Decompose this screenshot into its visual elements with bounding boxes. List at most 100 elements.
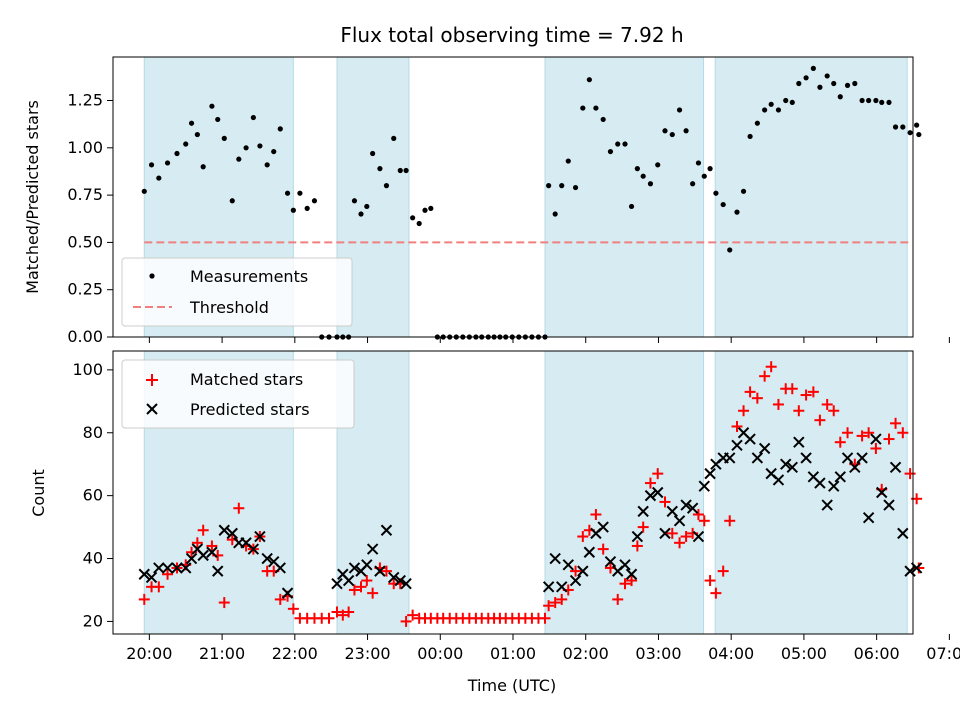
- matched-point: [751, 392, 763, 404]
- measurement-point: [164, 160, 171, 166]
- predicted-point: [185, 552, 198, 565]
- legend-threshold-label: Threshold: [189, 298, 269, 317]
- measurement-point: [916, 131, 922, 138]
- matched-point: [659, 496, 671, 508]
- predicted-point: [342, 574, 355, 587]
- measurement-point: [775, 107, 782, 113]
- measurement-point: [817, 84, 823, 90]
- matched-point: [626, 575, 638, 587]
- matched-point: [274, 593, 286, 605]
- measurement-point: [615, 141, 621, 147]
- matched-point: [863, 427, 875, 439]
- x-tick-label: 03:00: [635, 644, 681, 663]
- measurement-point: [600, 116, 606, 123]
- predicted-point: [849, 461, 861, 474]
- measurement-point: [284, 190, 291, 196]
- matched-point: [162, 568, 174, 580]
- predicted-point: [625, 568, 638, 580]
- matched-stars-points: [138, 361, 925, 627]
- predicted-point: [673, 515, 686, 527]
- matched-point: [348, 584, 360, 596]
- measurement-point: [622, 141, 628, 147]
- predicted-point: [862, 511, 875, 524]
- x-tick-label: 01:00: [490, 644, 536, 663]
- measurement-point: [768, 101, 774, 107]
- predicted-point: [597, 521, 609, 533]
- bottom-y-ticks: 20 40 60 80 100: [72, 360, 113, 630]
- predicted-point: [793, 436, 805, 448]
- measurement-point: [831, 80, 837, 87]
- matched-point: [549, 597, 561, 609]
- top-y-axis-label: Matched/Predicted stars: [23, 100, 42, 294]
- measurement-point: [422, 207, 428, 213]
- measurement-point: [647, 181, 654, 187]
- measurement-point: [886, 99, 892, 106]
- predicted-point: [686, 502, 699, 514]
- predicted-point: [212, 565, 224, 577]
- bottom-y-tick-label: 100: [72, 360, 103, 379]
- matched-point: [692, 509, 704, 521]
- matched-point: [197, 524, 209, 536]
- measurement-point: [662, 128, 668, 134]
- matched-point: [772, 398, 784, 410]
- predicted-point: [883, 499, 895, 511]
- bottom-legend-box: [121, 359, 355, 429]
- matched-point: [698, 515, 710, 527]
- x-tick-label: 00:00: [417, 644, 463, 663]
- x-tick-label: 02:00: [563, 644, 609, 663]
- measurement-point: [914, 122, 920, 128]
- matched-point: [890, 417, 902, 429]
- measurement-point: [297, 190, 303, 196]
- x-tick-label: 06:00: [854, 644, 900, 663]
- predicted-point: [569, 574, 582, 587]
- x-tick-label: 04:00: [708, 644, 754, 663]
- predicted-point: [897, 527, 909, 540]
- matched-point: [637, 521, 649, 533]
- bottom-y-tick-label: 80: [83, 423, 103, 442]
- top-legend: Measurements Threshold: [121, 257, 353, 327]
- top-y-ticks: 0.00 0.25 0.50 0.75 1.00 1.25: [67, 91, 113, 346]
- predicted-point: [772, 474, 785, 486]
- x-tick-label: 23:00: [344, 644, 390, 663]
- measurement-point: [364, 203, 370, 210]
- matched-point: [644, 477, 656, 489]
- measurement-point: [416, 220, 422, 227]
- measurement-point: [277, 126, 283, 132]
- matched-point: [380, 565, 392, 577]
- x-tick-label: 20:00: [126, 644, 172, 663]
- predicted-point: [549, 552, 561, 565]
- measurement-point: [243, 145, 249, 151]
- predicted-point: [388, 571, 400, 584]
- measurement-point: [803, 75, 809, 81]
- measurement-point: [565, 158, 571, 164]
- measurement-point: [351, 198, 358, 204]
- matched-point: [786, 383, 798, 395]
- predicted-point: [704, 467, 716, 480]
- predicted-point: [637, 505, 649, 518]
- matched-point: [287, 603, 299, 615]
- measurement-point: [156, 175, 162, 181]
- matched-point: [361, 575, 373, 587]
- matched-point: [323, 612, 335, 624]
- predicted-point: [247, 543, 260, 555]
- measurement-point: [701, 173, 707, 179]
- predicted-point: [380, 524, 393, 536]
- legend-measurements-label: Measurements: [190, 267, 308, 286]
- matched-point: [704, 575, 716, 587]
- predicted-point: [138, 568, 150, 580]
- span-top-3: [714, 56, 908, 338]
- measurement-point: [188, 120, 195, 126]
- predicted-point: [562, 559, 574, 571]
- predicted-point: [731, 439, 743, 452]
- measurement-point: [852, 80, 858, 87]
- measurement-point: [824, 73, 830, 79]
- predicted-point: [889, 461, 902, 474]
- measurement-point: [634, 166, 640, 172]
- x-tick-label: 07:00: [926, 644, 960, 663]
- bottom-y-axis-label: Count: [29, 469, 48, 517]
- predicted-point: [659, 527, 671, 540]
- measurement-point: [236, 156, 242, 162]
- predicted-point: [724, 452, 736, 464]
- matched-point: [407, 609, 419, 621]
